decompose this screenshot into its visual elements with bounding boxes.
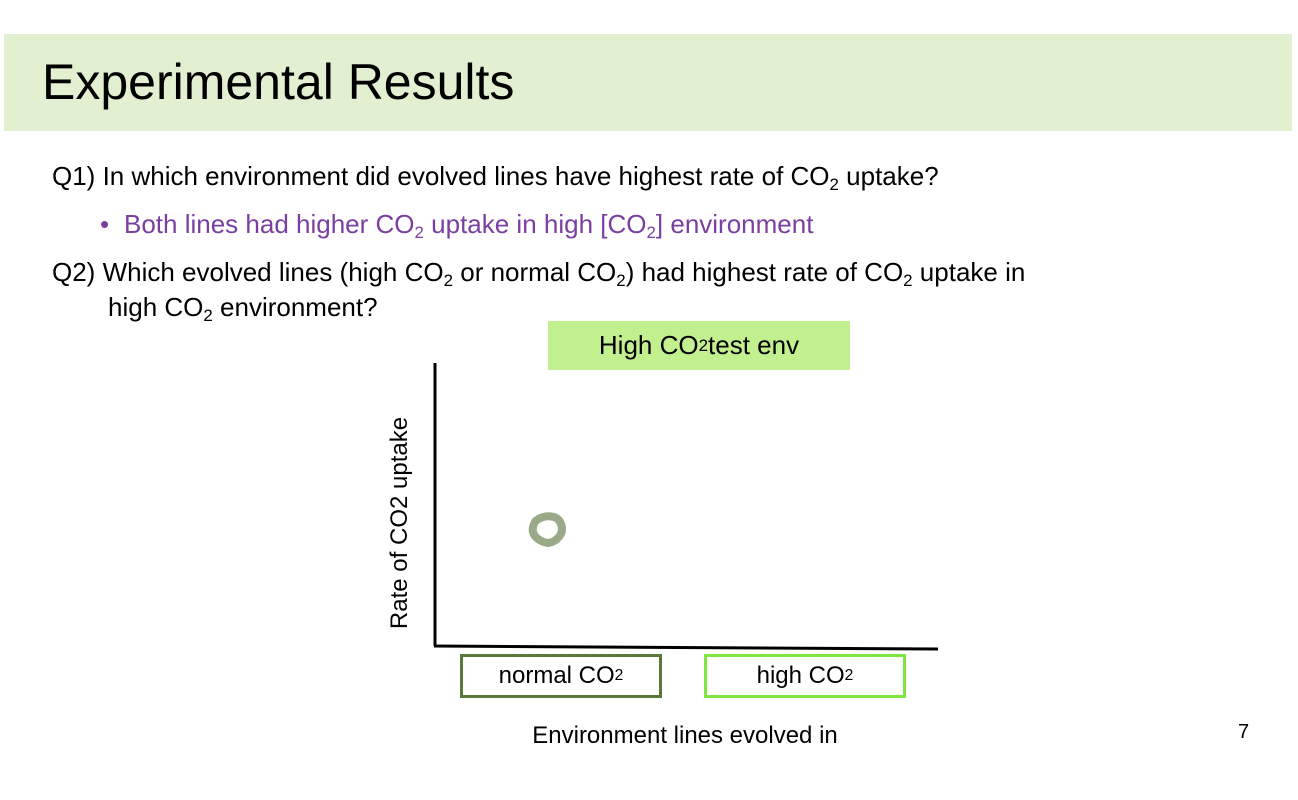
x-axis bbox=[433, 644, 939, 651]
bullet-icon: • bbox=[100, 209, 110, 239]
category-label: normal CO bbox=[498, 662, 615, 689]
question-1: Q1) In which environment did evolved lin… bbox=[52, 160, 939, 195]
q2-text-4: uptake in bbox=[912, 257, 1026, 287]
question-2-line-1: Q2) Which evolved lines (high CO2 or nor… bbox=[52, 256, 1026, 291]
x-axis-label: Environment lines evolved in bbox=[532, 722, 838, 749]
slide-title: Experimental Results bbox=[42, 54, 515, 110]
q2-line2-subscript: 2 bbox=[203, 306, 213, 326]
q2-subscript-1: 2 bbox=[443, 271, 454, 291]
q2-text-3: ) had highest rate of CO bbox=[625, 257, 904, 287]
category-normal-co2: normal CO 2 bbox=[460, 654, 662, 698]
answer-subscript-2: 2 bbox=[646, 223, 656, 243]
chart-title-box: High CO 2 test env bbox=[548, 321, 850, 370]
answer-subscript-1: 2 bbox=[414, 223, 424, 243]
answer-1: • Both lines had higher CO2 uptake in hig… bbox=[100, 208, 814, 243]
q2-text-2: or normal CO bbox=[453, 257, 617, 287]
q1-text: Q1) In which environment did evolved lin… bbox=[52, 161, 830, 191]
q1-text-end: uptake? bbox=[838, 161, 939, 191]
q2-line2-text-1: high CO bbox=[108, 292, 204, 322]
question-2-line-2: high CO2 environment? bbox=[108, 291, 378, 326]
data-point-marker bbox=[528, 512, 566, 547]
answer-text-1: Both lines had higher CO bbox=[124, 209, 415, 239]
category-high-co2: high CO 2 bbox=[704, 654, 906, 698]
title-bar: Experimental Results bbox=[4, 34, 1292, 131]
q1-subscript: 2 bbox=[829, 175, 839, 195]
q2-text-1: Q2) Which evolved lines (high CO bbox=[52, 257, 444, 287]
y-axis-label: Rate of CO2 uptake bbox=[386, 416, 413, 630]
q2-subscript-2: 2 bbox=[616, 271, 626, 291]
data-points bbox=[528, 512, 566, 547]
chart-title-text-end: test env bbox=[708, 330, 800, 360]
page-number: 7 bbox=[1238, 721, 1250, 743]
chart-title-text: High CO bbox=[598, 330, 699, 360]
q2-line2-text-2: environment? bbox=[212, 292, 378, 322]
q2-subscript-3: 2 bbox=[903, 271, 913, 291]
answer-text-3: ] environment bbox=[655, 209, 814, 239]
category-label: high CO bbox=[756, 662, 845, 689]
answer-text-2: uptake in high [CO bbox=[423, 209, 647, 239]
